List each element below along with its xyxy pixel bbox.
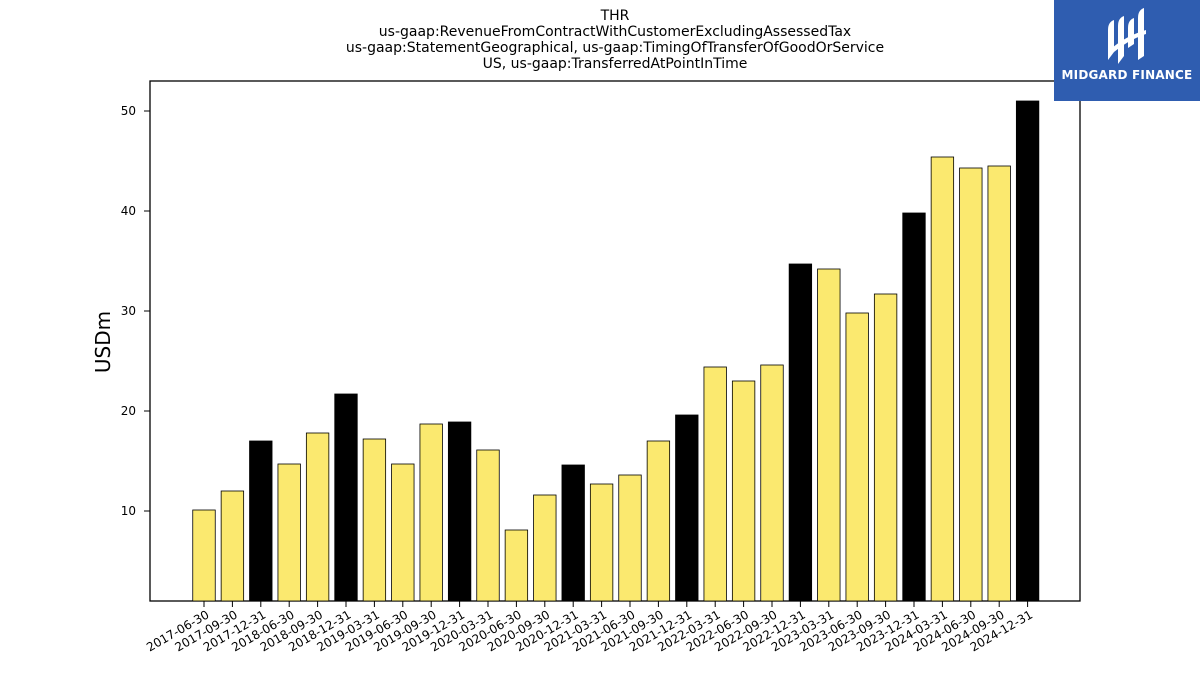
logo-text: MIDGARD FINANCE <box>1061 68 1193 82</box>
bar <box>646 440 671 602</box>
y-axis-label: USDm <box>91 311 115 373</box>
y-tick-label: 20 <box>121 404 136 418</box>
bar <box>788 263 813 602</box>
midgard-finance-logo: MIDGARD FINANCE <box>1054 0 1200 101</box>
title-line: US, us-gaap:TransferredAtPointInTime <box>483 56 748 72</box>
bar <box>305 432 330 602</box>
bar <box>675 414 699 602</box>
y-tick-label: 30 <box>121 304 136 318</box>
bar <box>391 463 415 602</box>
bar <box>419 423 443 602</box>
bar <box>731 380 756 602</box>
midgard-logo-icon <box>1108 8 1146 64</box>
bar <box>447 421 472 602</box>
bar <box>589 483 614 602</box>
plot-area <box>149 80 1081 602</box>
bar <box>277 463 301 602</box>
y-tick-label: 10 <box>121 504 136 518</box>
bar <box>192 509 216 602</box>
x-axis: 2017-06-302017-09-302017-12-312018-06-30… <box>144 601 1035 654</box>
bar <box>902 212 926 602</box>
bar <box>533 494 557 602</box>
bar <box>930 156 955 602</box>
bar <box>817 268 841 602</box>
bar <box>362 438 387 602</box>
bar <box>334 393 358 602</box>
bar <box>504 529 529 602</box>
bar <box>249 440 273 602</box>
bar <box>618 474 642 602</box>
title-line: us-gaap:RevenueFromContractWithCustomerE… <box>379 24 851 40</box>
y-tick-label: 40 <box>121 204 136 218</box>
bar <box>1015 100 1040 602</box>
bar <box>987 165 1011 602</box>
title-line: us-gaap:StatementGeographical, us-gaap:T… <box>346 40 884 56</box>
bar <box>959 167 983 602</box>
bar <box>703 366 727 602</box>
bar <box>220 490 245 602</box>
y-axis: 10 20 30 40 50 <box>121 104 150 518</box>
title-line: THR <box>600 8 630 24</box>
bar <box>561 464 585 602</box>
y-tick-label: 50 <box>121 104 136 118</box>
bar <box>873 293 898 602</box>
bar <box>476 449 500 602</box>
bar <box>845 312 869 602</box>
bar <box>760 364 784 602</box>
chart-title: THRus-gaap:RevenueFromContractWithCustom… <box>346 8 884 72</box>
bars <box>192 100 1040 602</box>
